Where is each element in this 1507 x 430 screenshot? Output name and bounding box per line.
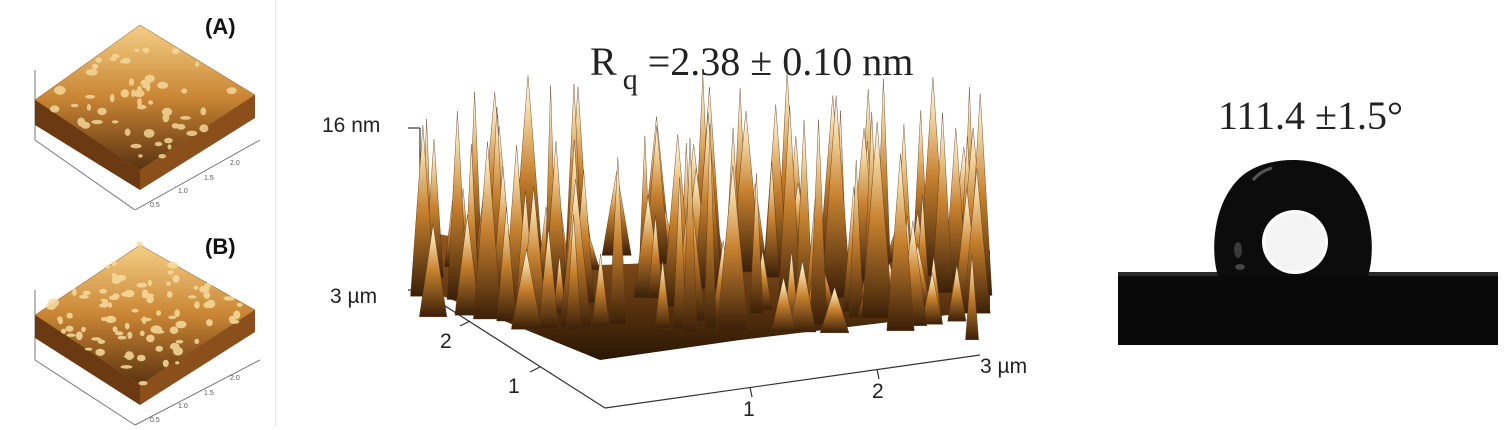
x-tick-1: 1 bbox=[743, 398, 755, 421]
afm-peak bbox=[538, 227, 559, 329]
x-tick-2: 2 bbox=[872, 380, 884, 403]
afm-peak bbox=[496, 207, 517, 322]
afm-peak bbox=[419, 224, 448, 317]
afm-peak bbox=[886, 153, 915, 331]
contact-angle-panel: 111.4 ±1.5° bbox=[1118, 0, 1507, 426]
afm-small-panel: 0.5 1.0 1.5 2.0 (A) 0.5 1.0 1.5 2.0 (B) bbox=[0, 0, 276, 426]
afm-peak bbox=[932, 112, 953, 293]
y-tick-1: 1 bbox=[508, 375, 520, 398]
rq-subscript: q bbox=[622, 63, 638, 96]
panel-label-b: (B) bbox=[205, 234, 236, 259]
afm-3d-surface bbox=[408, 69, 993, 409]
afm-peak bbox=[749, 173, 764, 314]
rq-value: =2.38 ± 0.10 nm bbox=[647, 39, 914, 84]
afm-peak bbox=[788, 260, 817, 333]
afm-peak bbox=[819, 286, 850, 333]
svg-text:1.5: 1.5 bbox=[204, 175, 214, 182]
svg-text:1.5: 1.5 bbox=[204, 390, 214, 397]
afm-peak bbox=[565, 214, 582, 331]
afm-peak bbox=[654, 259, 671, 329]
afm-peak bbox=[473, 141, 502, 320]
svg-text:2.0: 2.0 bbox=[230, 375, 240, 382]
svg-text:0.5: 0.5 bbox=[150, 202, 160, 209]
x-max-label: 3 µm bbox=[980, 355, 1028, 378]
afm-peak bbox=[716, 165, 749, 332]
afm-peak bbox=[921, 272, 943, 325]
afm-peak bbox=[763, 161, 780, 278]
afm-peak bbox=[703, 123, 717, 329]
afm-peak bbox=[861, 121, 893, 319]
afm-peak bbox=[454, 215, 480, 316]
afm-peak bbox=[647, 215, 664, 299]
svg-text:2.0: 2.0 bbox=[230, 160, 240, 167]
afm-peak bbox=[591, 253, 610, 328]
afm-peak bbox=[947, 264, 967, 322]
afm-peak bbox=[848, 160, 864, 318]
afm-peak bbox=[672, 177, 687, 330]
afm-peak bbox=[771, 277, 797, 333]
z-max-label: 16 nm bbox=[322, 114, 381, 137]
afm-peak bbox=[965, 254, 979, 340]
y-tick-2: 2 bbox=[440, 330, 452, 353]
afm-image-b: 0.5 1.0 1.5 2.0 bbox=[34, 241, 261, 426]
contact-angle-value: 111.4 ±1.5° bbox=[1218, 93, 1403, 138]
afm-peak bbox=[553, 255, 566, 314]
afm-peak bbox=[809, 119, 828, 325]
y-max-label: 3 µm bbox=[330, 285, 378, 308]
svg-text:1.0: 1.0 bbox=[178, 403, 188, 410]
afm-peak bbox=[608, 157, 627, 325]
rq-symbol: R bbox=[590, 39, 617, 84]
afm-image-a: 0.5 1.0 1.5 2.0 bbox=[34, 24, 261, 210]
afm-peak bbox=[682, 138, 698, 334]
svg-text:0.5: 0.5 bbox=[150, 417, 160, 424]
svg-text:1.0: 1.0 bbox=[178, 188, 188, 195]
panel-label-a: (A) bbox=[205, 14, 236, 39]
afm-peak bbox=[511, 249, 542, 330]
droplet-image bbox=[1118, 160, 1498, 345]
